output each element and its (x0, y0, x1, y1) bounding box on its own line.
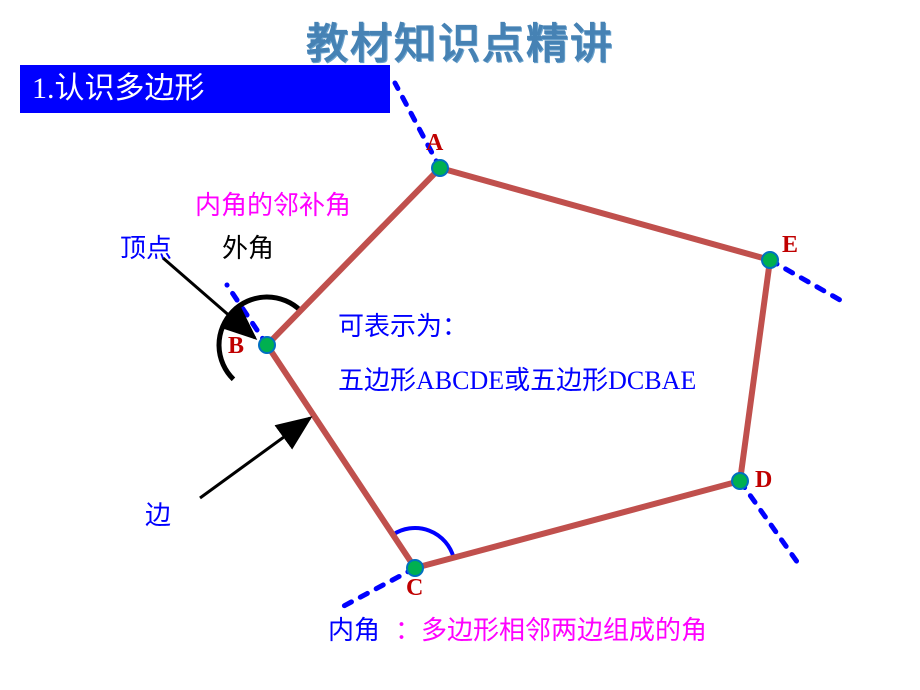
label-naming: 五边形ABCDE或五边形DCBAE (338, 360, 696, 397)
label-exterior_text: 外角 (222, 228, 274, 265)
vertex-label-A: A (426, 130, 443, 157)
vertex-dot-D (732, 473, 748, 489)
vertex-label-D: D (755, 467, 772, 494)
pentagon-diagram (0, 0, 920, 690)
label-represent: 可表示为： (338, 306, 468, 343)
label-interior_caption_1: 内角 (328, 610, 380, 647)
vertex-dot-B (259, 337, 275, 353)
vertex-dot-E (762, 252, 778, 268)
label-supplementary: 内角的邻补角 (195, 185, 351, 222)
label-interior_caption_2: ：多边形相邻两边组成的角 (395, 610, 707, 647)
label-vertex_text: 顶点 (120, 228, 172, 265)
vertex-label-E: E (782, 232, 798, 259)
vertex-dot-A (432, 160, 448, 176)
vertex-label-B: B (228, 333, 244, 360)
vertex-dot-C (407, 560, 423, 576)
label-edge_text: 边 (145, 495, 171, 532)
vertex-label-C: C (406, 575, 423, 602)
dashed-extensions (227, 83, 840, 608)
